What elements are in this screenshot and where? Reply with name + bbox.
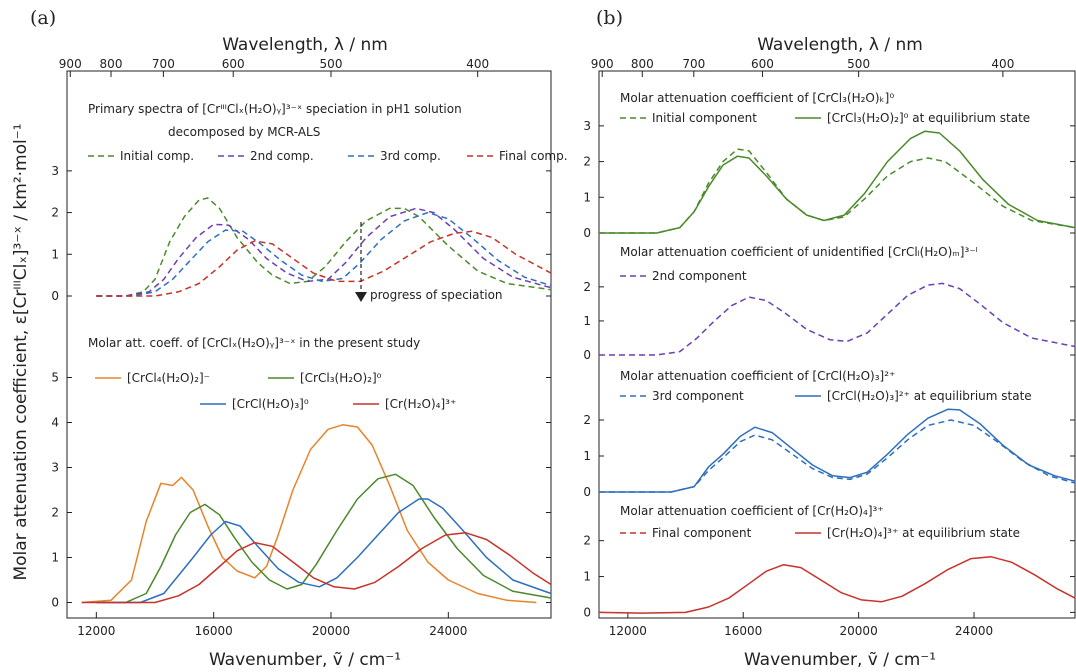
series-line	[599, 148, 1076, 234]
series-line	[599, 282, 1076, 356]
tick-layer	[67, 71, 1075, 618]
y-tick-label: 0	[583, 226, 591, 240]
speciation-arrowhead	[355, 292, 367, 302]
y-tick-label: 0	[583, 485, 591, 499]
top-tick-label: 400	[466, 57, 489, 71]
series-layer	[81, 117, 1076, 614]
legend-label: Final component	[652, 526, 752, 540]
legend-label: 3rd comp.	[380, 149, 441, 163]
series-line	[599, 408, 1076, 493]
bottom-axis-label-b: Wavenumber, ṽ / cm⁻¹	[744, 650, 936, 670]
x-tick-label: 24000	[955, 624, 993, 638]
x-tick-label: 24000	[429, 624, 467, 638]
x-tick-label: 16000	[724, 624, 762, 638]
series-line	[96, 473, 552, 604]
y-tick-label: 2	[583, 280, 591, 294]
legend-label: [CrCl(H₂O)₃]²⁺ at equilibrium state	[827, 389, 1032, 403]
series-line	[96, 498, 552, 604]
legend-label: 2nd comp.	[250, 149, 314, 163]
panel-title: decomposed by MCR-ALS	[168, 125, 320, 139]
y-tick-label: 1	[583, 190, 591, 204]
text-layer: Primary spectra of [CrᴵᴵᴵClₓ(H₂O)ᵧ]³⁻ˣ s…	[51, 57, 1031, 638]
y-tick-label: 1	[583, 449, 591, 463]
legend-label: 2nd component	[652, 269, 747, 283]
panel-a-label: (a)	[30, 7, 56, 29]
panel-b-frame	[598, 70, 1076, 619]
series-line	[598, 556, 1076, 614]
y-tick-label: 3	[583, 119, 591, 133]
bottom-axis-label-a: Wavenumber, ṽ / cm⁻¹	[209, 650, 401, 670]
series-line	[81, 424, 537, 604]
series-line	[96, 211, 552, 297]
y-tick-label: 1	[51, 551, 59, 565]
panel-title: Molar attenuation coefficient of [Cr(H₂O…	[620, 504, 884, 518]
legend-label: [CrCl₃(H₂O)₂]⁰ at equilibrium state	[827, 111, 1030, 125]
y-tick-label: 0	[51, 596, 59, 610]
top-tick-label: 800	[100, 57, 123, 71]
y-tick-label: 5	[51, 371, 59, 385]
annotation-label: progress of speciation	[370, 288, 503, 302]
y-tick-label: 1	[51, 247, 59, 261]
panel-b-label: (b)	[596, 7, 623, 29]
panel-a-frame	[66, 70, 552, 619]
y-tick-label: 3	[51, 164, 59, 178]
y-tick-label: 2	[583, 413, 591, 427]
legend-label: [CrCl₄(H₂O)₂]⁻	[127, 371, 210, 385]
x-tick-label: 20000	[312, 624, 350, 638]
legend-label: [Cr(H₂O)₄]³⁺	[385, 397, 456, 411]
top-tick-label: 500	[847, 57, 870, 71]
series-line	[81, 532, 552, 604]
series-line	[96, 197, 552, 297]
y-tick-label: 0	[51, 289, 59, 303]
y-tick-label: 4	[51, 416, 59, 430]
legend-label: [Cr(H₂O)₄]³⁺ at equilibrium state	[827, 526, 1020, 540]
panel-title: Primary spectra of [CrᴵᴵᴵClₓ(H₂O)ᵧ]³⁻ˣ s…	[88, 102, 462, 116]
legend-label: Initial comp.	[120, 149, 194, 163]
legend-label: [CrCl₃(H₂O)₂]⁰	[300, 371, 382, 385]
y-tick-label: 3	[51, 461, 59, 475]
panel-title: Molar attenuation coefficient of [CrCl(H…	[620, 369, 895, 383]
top-tick-label: 800	[631, 57, 654, 71]
series-line	[599, 130, 1076, 234]
y-tick-label: 2	[51, 506, 59, 520]
top-tick-label: 500	[320, 57, 343, 71]
series-line	[96, 207, 552, 297]
top-tick-label: 600	[751, 57, 774, 71]
y-axis-label: Molar attenuation coefficient, ε[CrᴵᴵᴵCl…	[11, 123, 31, 580]
y-tick-label: 0	[583, 605, 591, 619]
legend-label: Final comp.	[499, 149, 568, 163]
legend-label: 3rd component	[652, 389, 744, 403]
top-axis-label-b: Wavelength, λ / nm	[757, 35, 923, 55]
legend-label: [CrCl(H₂O)₃]⁰	[232, 397, 309, 411]
top-tick-label: 400	[991, 57, 1014, 71]
top-tick-label: 900	[591, 57, 614, 71]
top-tick-label: 900	[59, 57, 82, 71]
x-tick-label: 12000	[77, 624, 115, 638]
panel-title: Molar att. coeff. of [CrClₓ(H₂O)ᵧ]³⁻ˣ in…	[88, 336, 420, 350]
x-tick-label: 16000	[195, 624, 233, 638]
series-line	[96, 230, 552, 297]
series-line	[599, 419, 1076, 493]
y-tick-label: 2	[583, 534, 591, 548]
panel-title: Molar attenuation coefficient of unident…	[620, 245, 978, 259]
y-tick-label: 2	[51, 206, 59, 220]
legend-label: Initial component	[652, 111, 757, 125]
y-tick-label: 2	[583, 155, 591, 169]
y-tick-label: 0	[583, 348, 591, 362]
panel-title: Molar attenuation coefficient of [CrCl₃(…	[620, 91, 894, 105]
y-tick-label: 1	[583, 570, 591, 584]
y-tick-label: 1	[583, 314, 591, 328]
top-tick-label: 700	[152, 57, 175, 71]
top-tick-label: 600	[222, 57, 245, 71]
x-tick-label: 20000	[840, 624, 878, 638]
top-axis-label-a: Wavelength, λ / nm	[222, 35, 388, 55]
top-tick-label: 700	[682, 57, 705, 71]
x-tick-label: 12000	[609, 624, 647, 638]
